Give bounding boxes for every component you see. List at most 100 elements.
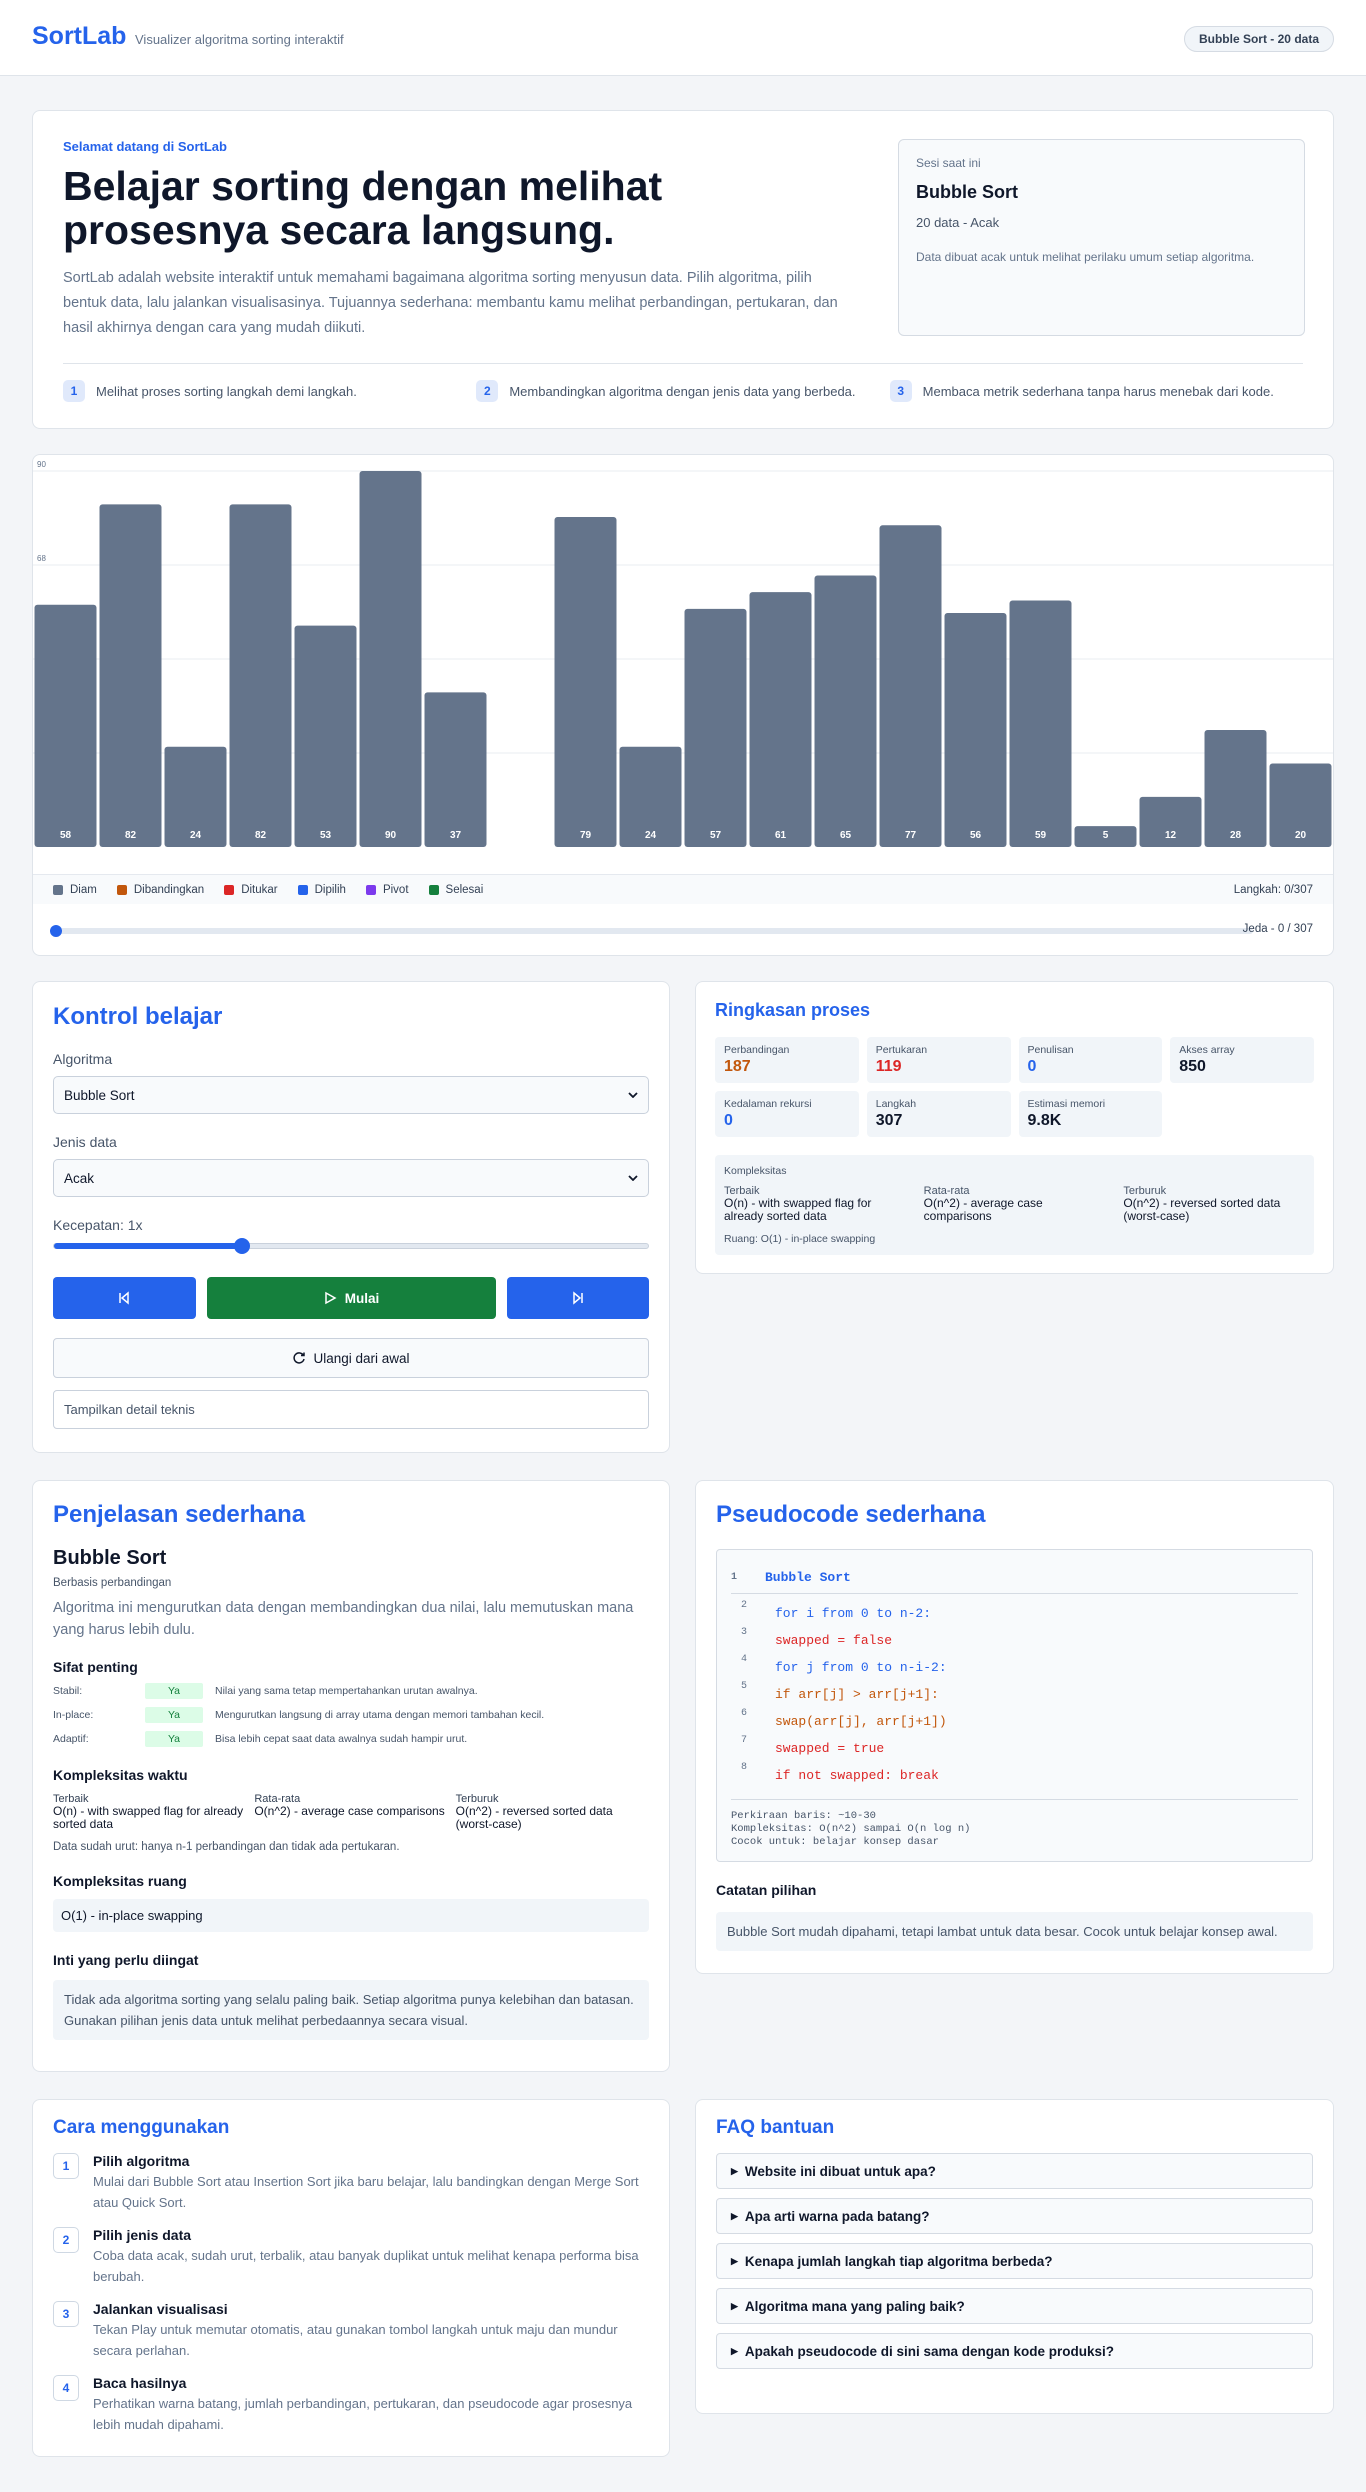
property-text: Mengurutkan langsung di array utama deng… [215, 1709, 545, 1721]
bar [164, 746, 227, 847]
bar-value-label: 12 [1165, 830, 1177, 841]
step-text: Melihat proses sorting langkah demi lang… [96, 383, 357, 399]
algorithm-label: Algoritma [53, 1051, 113, 1067]
start-label: Mulai [344, 1290, 380, 1306]
notes-text: Bubble Sort mudah dipahami, tetapi lamba… [716, 1912, 1313, 1951]
time-note: Data sudah urut: hanya n-1 perbandingan … [53, 1841, 400, 1853]
bar [944, 613, 1007, 847]
icon [293, 1352, 306, 1364]
line-number: 3 [741, 1627, 748, 1638]
code-line: 2 for i from 0 to n-2: [741, 1600, 1298, 1627]
start-button[interactable]: Mulai [206, 1277, 496, 1319]
step-number: 2 [476, 380, 499, 402]
playback-buttons: Mulai [53, 1277, 649, 1319]
best-label: Terbaik [53, 1793, 89, 1805]
legend-swatch [297, 884, 308, 895]
faq-item[interactable]: Algoritma mana yang paling baik? [716, 2288, 1313, 2324]
line-number: 8 [741, 1762, 748, 1773]
faq-item[interactable]: Apa arti warna pada batang? [716, 2198, 1313, 2234]
howto-step: 4 Baca hasilnya Perhatikan warna batang, j… [53, 2375, 649, 2435]
legend-label: Selesai [445, 883, 484, 896]
slider-knob[interactable] [234, 1238, 250, 1254]
session-algorithm: Bubble Sort [916, 182, 1018, 202]
bar [229, 504, 292, 847]
notes-title: Catatan pilihan [716, 1882, 817, 1898]
worst-label: Terburuk [1123, 1185, 1167, 1197]
footer-line: Perkiraan baris: ~10-30 [731, 1810, 876, 1822]
details-toggle[interactable]: Tampilkan detail teknis [53, 1390, 649, 1429]
legend-swatch [53, 884, 63, 895]
algorithm-select[interactable]: Bubble Sort [53, 1076, 649, 1114]
metric-value: 307 [875, 1112, 903, 1129]
bar-value-label: 53 [320, 830, 332, 841]
explanation-algorithm: Bubble Sort [53, 1547, 167, 1569]
bar [1009, 600, 1072, 847]
restart-button[interactable]: Ulangi dari awal [53, 1338, 649, 1378]
properties-title: Sifat penting [53, 1659, 138, 1675]
faq-item[interactable]: Kenapa jumlah langkah tiap algoritma ber… [716, 2243, 1313, 2279]
faq-item[interactable]: Website ini dibuat untuk apa? [716, 2153, 1313, 2189]
step-title: Jalankan visualisasi [93, 2301, 228, 2317]
complexity-box: Kompleksitas Terbaik O(n) - with swapped … [715, 1155, 1314, 1255]
step-title: Baca hasilnya [93, 2375, 187, 2391]
metric: Pertukaran 119 [866, 1037, 1011, 1083]
faq-item[interactable]: Apakah pseudocode di sini sama dengan ko… [716, 2333, 1313, 2369]
code-line: 5 if arr[j] > arr[j+1]: [741, 1681, 1298, 1708]
metric: Langkah 307 [866, 1091, 1011, 1137]
metrics: Perbandingan 187 Pertukaran 119 Penulisan 0… [715, 1037, 1314, 1137]
metric: Penulisan 0 [1018, 1037, 1163, 1083]
code-footer: Perkiraan baris: ~10-30 Kompleksitas: O(… [731, 1799, 1298, 1849]
code-text: if arr[j] > arr[j+1]: [775, 1687, 939, 1702]
legend-item: Selesai [428, 883, 484, 896]
explanation-category: Berbasis perbandingan [53, 1577, 172, 1589]
metric-label: Akses array [1179, 1044, 1235, 1056]
speed-label: Kecepatan: 1x [53, 1217, 143, 1233]
bar-value-label: 24 [645, 830, 657, 841]
step-number: 3 [53, 2301, 79, 2327]
footer-line: Cocok untuk: belajar konsep dasar [731, 1836, 939, 1848]
bar [99, 504, 162, 847]
howto-step: 2 Pilih jenis data Coba data acak, sudah u… [53, 2227, 649, 2287]
bar [1139, 796, 1202, 847]
logo[interactable]: SortLab [32, 22, 127, 50]
bar [1204, 730, 1267, 847]
best-value: O(n) - with swapped flag for already sor… [724, 1196, 872, 1223]
bar-value-label: 82 [125, 830, 137, 841]
bar [359, 471, 422, 847]
data-select[interactable]: Acak [53, 1159, 649, 1197]
bar-value-label: 65 [840, 830, 852, 841]
legend-label: Dibandingkan [133, 883, 205, 896]
property: Stabil: Ya Nilai yang sama tetap mempertah… [53, 1683, 649, 1699]
property-value: Ya [145, 1731, 203, 1747]
bar-value-label: 24 [190, 830, 202, 841]
eyebrow: Selamat datang di SortLab [63, 139, 227, 154]
speed-slider[interactable] [53, 1238, 649, 1254]
progress-slider[interactable] [50, 925, 1253, 937]
code-text: if not swapped: break [775, 1768, 939, 1783]
step-forward-button[interactable] [506, 1277, 649, 1319]
step-back-button[interactable] [53, 1277, 196, 1319]
step-number: 1 [63, 380, 85, 402]
metric-value: 119 [875, 1058, 902, 1075]
code-line: 6 swap(arr[j], arr[j+1]) [741, 1708, 1298, 1735]
metric-label: Perbandingan [724, 1044, 790, 1056]
property-name: In-place: [53, 1709, 94, 1721]
explanation-title: Penjelasan sederhana [53, 1501, 306, 1528]
footer-line: Kompleksitas: O(n^2) sampai O(n log n) [731, 1823, 971, 1835]
bar-value-label: 20 [1295, 830, 1307, 841]
step-text: Coba data acak, sudah urut, terbalik, at… [93, 2248, 639, 2284]
legend-label: Dipilih [314, 883, 346, 896]
slider-fill [54, 1243, 242, 1249]
avg-label: Rata-rata [254, 1793, 301, 1805]
bar-value-label: 28 [1230, 830, 1242, 841]
progress-knob[interactable] [50, 925, 62, 937]
line-number: 1 [731, 1572, 738, 1583]
worst-value: O(n^2) - reversed sorted data (worst-cas… [1123, 1196, 1281, 1223]
chevron [628, 1092, 638, 1098]
step-number: 2 [53, 2227, 79, 2253]
metric-value: 0 [724, 1112, 733, 1129]
howto-title: Cara menggunakan [53, 2117, 230, 2138]
step-number: 4 [53, 2375, 79, 2401]
